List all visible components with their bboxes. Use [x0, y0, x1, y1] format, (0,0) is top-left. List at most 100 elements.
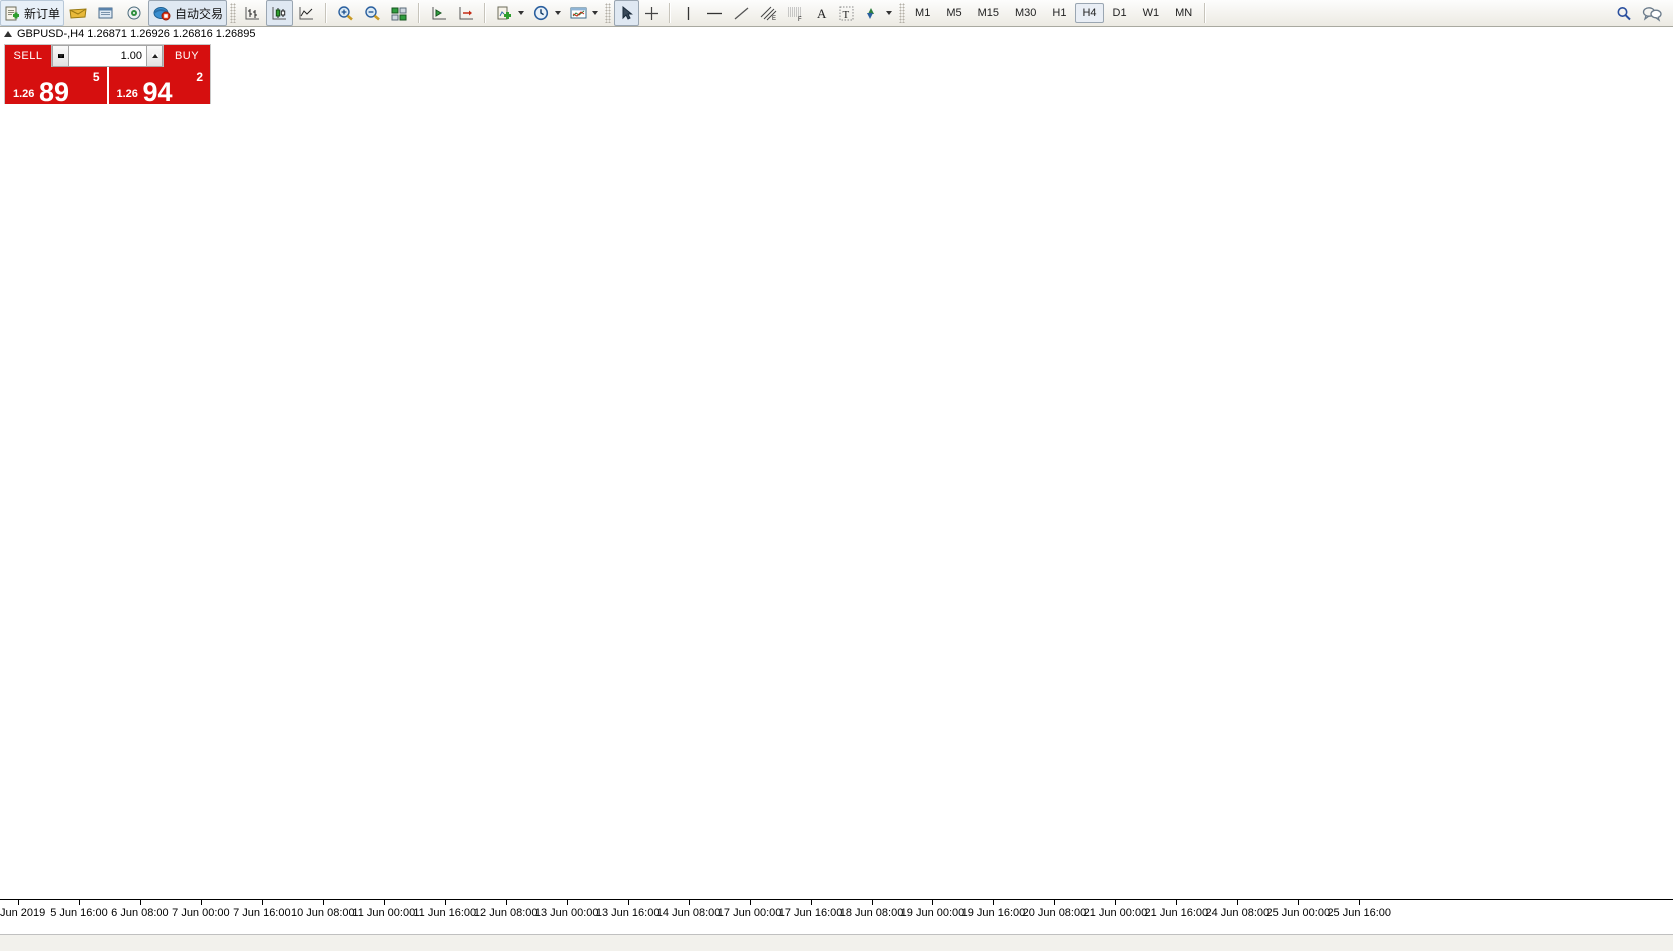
toolbar-grip[interactable] — [899, 3, 905, 23]
mail-icon — [68, 5, 88, 22]
time-tick-label: 7 Jun 00:00 — [172, 907, 230, 919]
time-tick — [18, 900, 19, 905]
zoom-in-icon — [336, 5, 355, 22]
zoom-in-button[interactable] — [332, 0, 359, 26]
time-tick-label: 12 Jun 08:00 — [474, 907, 538, 919]
text-label-button[interactable]: T — [834, 0, 859, 26]
text-button[interactable]: A — [809, 0, 834, 26]
autoscroll-button[interactable] — [452, 0, 479, 26]
text-label-icon: T — [838, 5, 855, 22]
fibonacci-button[interactable]: F — [782, 0, 809, 26]
volume-decrease-button[interactable] — [52, 45, 69, 67]
time-tick-label: 5 Jun 2019 — [0, 907, 45, 919]
period-dropdown-arrow[interactable] — [555, 11, 561, 15]
fibonacci-icon: F — [786, 5, 805, 22]
bar-chart-button[interactable] — [239, 0, 266, 26]
collapse-triangle-icon[interactable] — [4, 31, 12, 37]
mailbox-button[interactable] — [64, 0, 92, 26]
time-tick — [993, 900, 994, 905]
shift-chart-button[interactable] — [425, 0, 452, 26]
time-tick-label: 5 Jun 16:00 — [50, 907, 108, 919]
volume-stepper[interactable]: 1.00 — [51, 45, 164, 67]
time-tick — [1359, 900, 1360, 905]
new-order-label: 新订单 — [24, 5, 60, 22]
indicator-add-icon — [495, 5, 514, 22]
indicators-dropdown-arrow[interactable] — [518, 11, 524, 15]
time-tick — [750, 900, 751, 905]
vertical-line-button[interactable] — [676, 0, 701, 26]
period-button[interactable] — [528, 0, 565, 26]
time-tick — [262, 900, 263, 905]
toolbar-separator — [325, 3, 327, 23]
time-tick-label: 11 Jun 00:00 — [352, 907, 415, 919]
buy-price-display[interactable]: 1.26 94 2 — [109, 67, 211, 104]
time-tick — [1176, 900, 1177, 905]
sell-button[interactable]: SELL — [5, 45, 51, 67]
navigator-button[interactable] — [120, 0, 148, 26]
sell-price-display[interactable]: 1.26 89 5 — [5, 67, 107, 104]
buy-price-integer: 1.26 — [117, 88, 138, 100]
timeframe-w1[interactable]: W1 — [1136, 3, 1167, 23]
timeframe-d1[interactable]: D1 — [1106, 3, 1134, 23]
time-tick — [140, 900, 141, 905]
time-tick-label: 24 Jun 08:00 — [1206, 907, 1270, 919]
crosshair-button[interactable] — [639, 0, 664, 26]
one-click-top-row: SELL 1.00 BUY — [5, 45, 210, 67]
time-tick — [1298, 900, 1299, 905]
buy-price-fraction: 2 — [196, 70, 203, 84]
horizontal-line-button[interactable] — [701, 0, 728, 26]
time-tick — [1237, 900, 1238, 905]
time-tick-label: 10 Jun 08:00 — [291, 907, 355, 919]
toolbar-grip[interactable] — [230, 3, 236, 23]
timeframe-mn[interactable]: MN — [1168, 3, 1199, 23]
timeframe-m1[interactable]: M1 — [908, 3, 937, 23]
one-click-trading-panel: SELL 1.00 BUY 1.26 89 5 1.26 94 2 — [4, 44, 211, 104]
zoom-out-icon — [363, 5, 382, 22]
toolbar-grip[interactable] — [605, 3, 611, 23]
timeframe-m5[interactable]: M5 — [939, 3, 968, 23]
toolbar-separator — [1204, 3, 1206, 23]
timeframe-m15[interactable]: M15 — [971, 3, 1006, 23]
volume-increase-button[interactable] — [146, 45, 163, 67]
data-window-button[interactable] — [92, 0, 120, 26]
one-click-quotes-row: 1.26 89 5 1.26 94 2 — [5, 67, 210, 104]
arrows-button[interactable] — [859, 0, 896, 26]
autotrading-button[interactable]: 自动交易 — [148, 0, 227, 26]
candlestick-chart-button[interactable] — [266, 0, 293, 26]
time-tick — [384, 900, 385, 905]
new-order-button[interactable]: 新订单 — [0, 0, 64, 26]
trendline-button[interactable] — [728, 0, 755, 26]
time-tick — [323, 900, 324, 905]
new-order-icon — [4, 5, 21, 22]
timeframe-h4[interactable]: H4 — [1075, 3, 1103, 23]
time-tick — [567, 900, 568, 905]
arrows-dropdown-arrow[interactable] — [886, 11, 892, 15]
time-tick-label: 14 Jun 08:00 — [657, 907, 721, 919]
autotrading-icon — [152, 5, 172, 22]
chat-button[interactable] — [1637, 0, 1667, 26]
timeframe-h1[interactable]: H1 — [1045, 3, 1073, 23]
buy-button[interactable]: BUY — [164, 45, 210, 67]
line-chart-button[interactable] — [293, 0, 320, 26]
time-tick-label: 25 Jun 00:00 — [1266, 907, 1330, 919]
candlestick-icon — [270, 5, 289, 22]
search-button[interactable] — [1611, 0, 1637, 26]
zoom-out-button[interactable] — [359, 0, 386, 26]
time-tick — [445, 900, 446, 905]
templates-button[interactable] — [565, 0, 602, 26]
cursor-button[interactable] — [614, 0, 639, 26]
trendline-icon — [732, 5, 751, 22]
time-tick-label: 19 Jun 00:00 — [901, 907, 965, 919]
templates-dropdown-arrow[interactable] — [592, 11, 598, 15]
bar-chart-icon — [243, 5, 262, 22]
time-tick-label: 7 Jun 16:00 — [233, 907, 291, 919]
chat-icon — [1641, 5, 1663, 22]
time-tick-label: 6 Jun 08:00 — [111, 907, 169, 919]
equidistant-channel-button[interactable]: E — [755, 0, 782, 26]
timeframe-m30[interactable]: M30 — [1008, 3, 1043, 23]
indicators-button[interactable] — [491, 0, 528, 26]
toolbar-separator — [418, 3, 420, 23]
tile-windows-button[interactable] — [386, 0, 413, 26]
volume-input[interactable]: 1.00 — [69, 45, 146, 67]
svg-text:T: T — [843, 9, 850, 21]
